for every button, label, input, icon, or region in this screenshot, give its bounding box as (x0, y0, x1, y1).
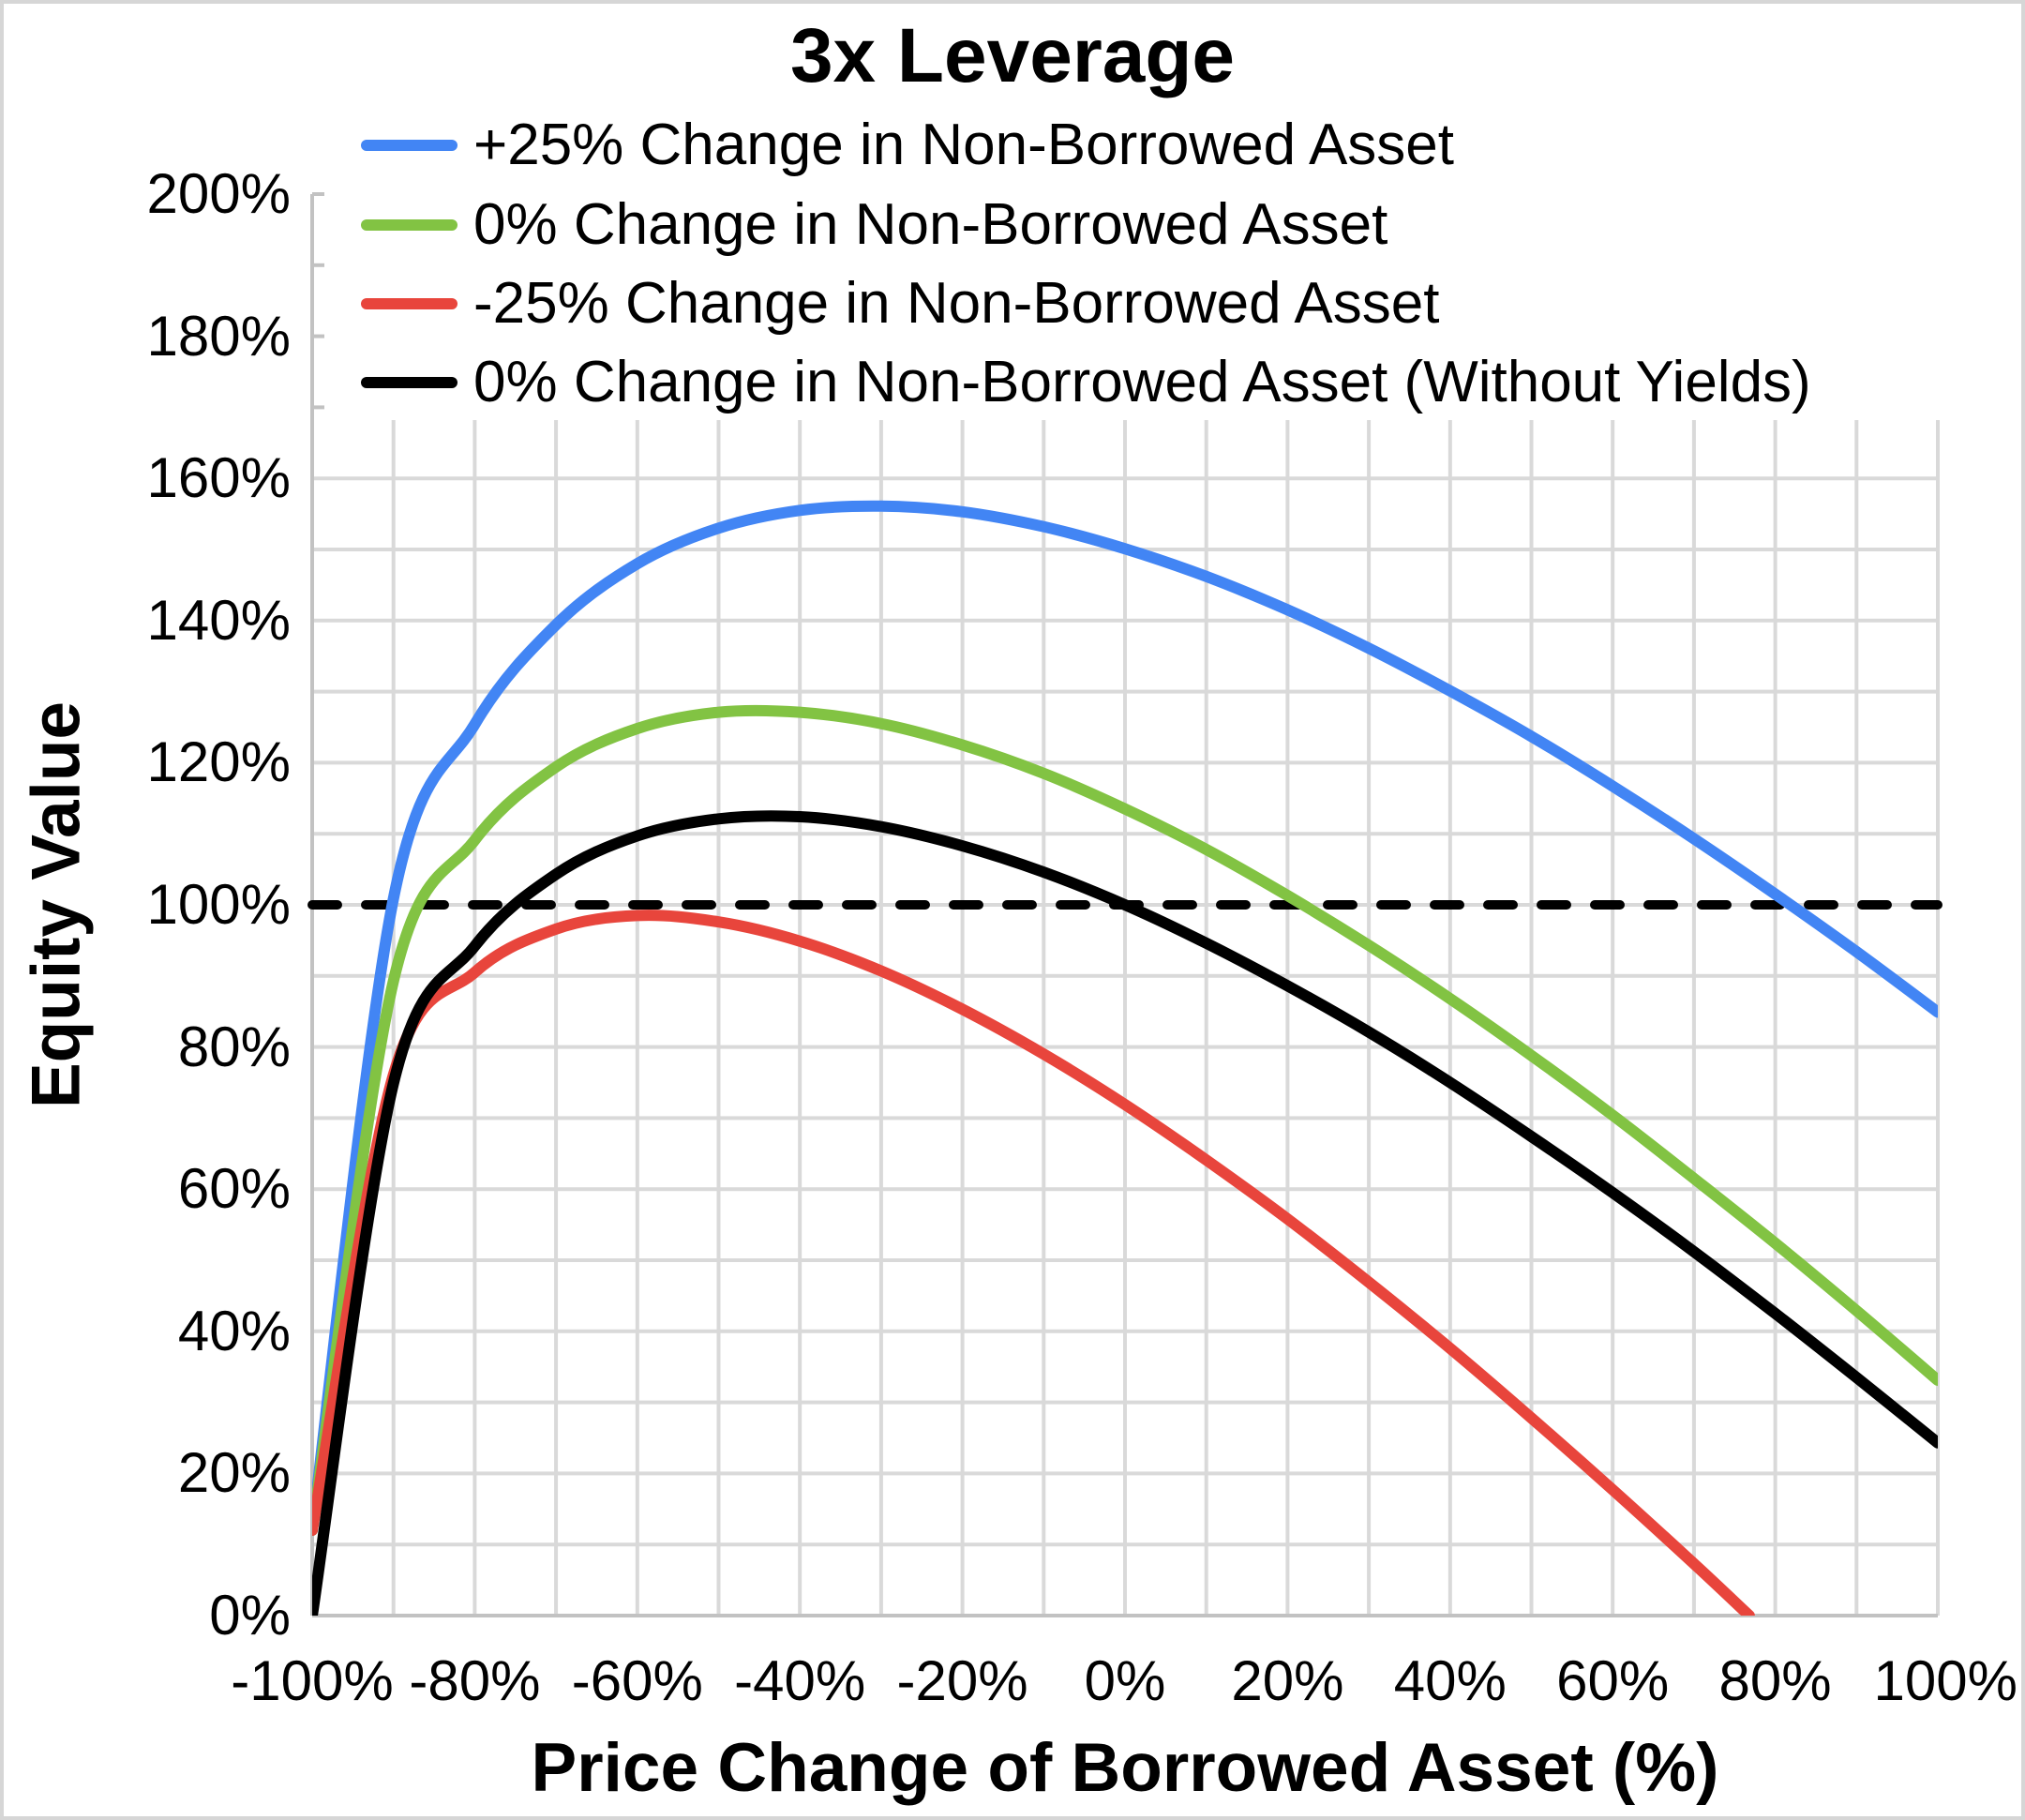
y-tick-label-40: 40% (177, 1299, 291, 1362)
legend-swatch-zero (361, 219, 458, 231)
legend-swatch-plus25 (361, 140, 458, 151)
legend-swatch-minus25 (361, 298, 458, 309)
y-tick-label-20: 20% (177, 1441, 291, 1505)
y-tick-label-0: 0% (209, 1584, 291, 1647)
series-line-minus25 (312, 910, 1755, 1616)
gridlines (312, 420, 1940, 1616)
y-tick-label-160: 160% (146, 446, 291, 510)
legend-label-zero_no_yields: 0% Change in Non-Borrowed Asset (Without… (473, 350, 1811, 414)
x-tick-label-80: 80% (1718, 1649, 1832, 1712)
x-tick-label--60: -60% (571, 1649, 703, 1712)
x-tick-label--40: -40% (734, 1649, 866, 1712)
series-line-plus25 (312, 500, 1938, 1536)
legend-swatch-zero_no_yields (361, 377, 458, 388)
x-tick-label-40: 40% (1393, 1649, 1507, 1712)
y-tick-label-140: 140% (146, 588, 291, 652)
y-tick-label-180: 180% (146, 304, 291, 368)
y-tick-label-100: 100% (146, 873, 291, 936)
y-tick-label-60: 60% (177, 1157, 291, 1221)
x-tick-label-20: 20% (1231, 1649, 1344, 1712)
x-tick-label-100: 100% (1873, 1649, 2018, 1712)
x-tick-label--80: -80% (409, 1649, 541, 1712)
x-axis-title: Price Change of Borrowed Asset (%) (531, 1730, 1719, 1806)
chart-title: 3x Leverage (789, 13, 1236, 98)
x-tick-label-0: 0% (1084, 1649, 1166, 1712)
y-tick-label-120: 120% (146, 730, 291, 794)
x-tick-label-60: 60% (1556, 1649, 1670, 1712)
x-tick-label--100: -100% (231, 1649, 394, 1712)
series-line-zero_no_yields (312, 810, 1938, 1616)
x-tick-label--20: -20% (896, 1649, 1028, 1712)
y-tick-label-80: 80% (177, 1015, 291, 1078)
y-tick-label-200: 200% (146, 162, 291, 225)
series-line-zero (312, 704, 1938, 1536)
legend-label-zero: 0% Change in Non-Borrowed Asset (473, 192, 1388, 257)
legend-label-minus25: -25% Change in Non-Borrowed Asset (473, 271, 1440, 336)
series-lines (312, 500, 1938, 1616)
legend-label-plus25: +25% Change in Non-Borrowed Asset (473, 113, 1455, 177)
